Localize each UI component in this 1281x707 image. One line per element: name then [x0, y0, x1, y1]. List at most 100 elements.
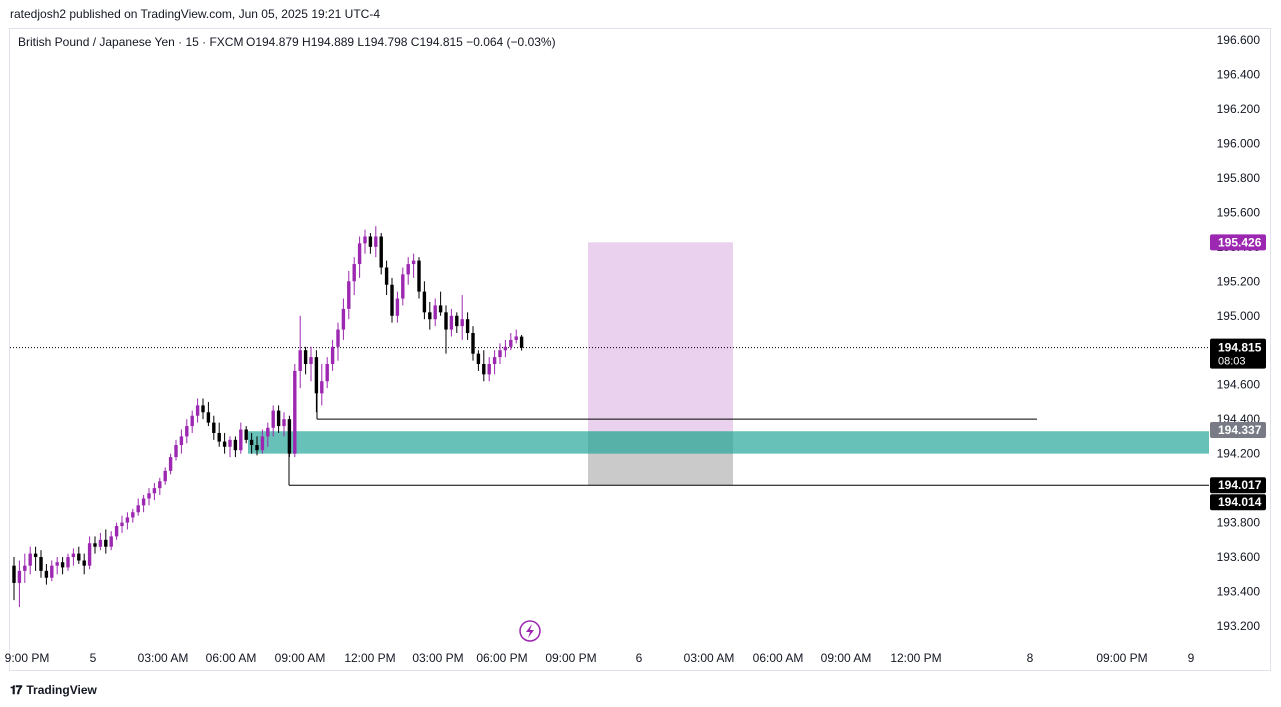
- candle-body: [492, 357, 497, 365]
- candle: [39, 550, 43, 578]
- candle-body: [352, 264, 356, 282]
- price-tick-label: 195.800: [1217, 171, 1261, 185]
- candle: [433, 298, 437, 327]
- candle: [438, 291, 443, 316]
- candle: [336, 322, 340, 361]
- candle-body: [465, 319, 470, 333]
- candle-body: [357, 243, 362, 265]
- candle: [368, 233, 373, 254]
- candle: [287, 415, 292, 458]
- candle: [212, 415, 216, 440]
- candle: [255, 436, 259, 456]
- candle-body: [104, 539, 108, 547]
- candle-body: [109, 536, 113, 547]
- candle: [341, 298, 346, 340]
- candle: [357, 236, 362, 278]
- candle-body: [98, 539, 103, 547]
- candle-body: [509, 339, 513, 347]
- candle-body: [438, 305, 443, 313]
- tag-value: 194.337: [1218, 423, 1262, 437]
- symbol-title: British Pound / Japanese Yen · 15 · FXCM: [18, 35, 243, 49]
- tag-value: 194.014: [1218, 495, 1262, 509]
- candle: [411, 253, 416, 278]
- candle: [498, 343, 502, 365]
- candle: [428, 301, 432, 330]
- price-tick-label: 194.600: [1217, 378, 1261, 392]
- time-tick-label: 09:00 PM: [1096, 651, 1147, 665]
- candle-body: [282, 419, 286, 427]
- time-tick-label: 6: [636, 651, 643, 665]
- candle: [147, 488, 151, 506]
- candle-body: [168, 457, 173, 471]
- candle-body: [325, 364, 329, 382]
- candle: [50, 560, 54, 582]
- candle: [314, 350, 319, 413]
- candle-body: [379, 236, 383, 268]
- time-tick-label: 06:00 AM: [753, 651, 804, 665]
- candle-body: [28, 553, 32, 566]
- tag-value: 195.426: [1218, 235, 1262, 249]
- candle: [309, 346, 313, 382]
- candle-body: [422, 291, 427, 313]
- candle-body: [384, 267, 389, 285]
- candle: [449, 308, 454, 337]
- tag-background: [1210, 338, 1266, 369]
- time-tick-label: 09:00 AM: [821, 651, 872, 665]
- candle-body: [503, 346, 508, 351]
- candle: [131, 508, 135, 523]
- price-tick-label: 196.400: [1217, 67, 1261, 81]
- candle-body: [71, 553, 76, 558]
- level-price-tag-2: 194.014: [1210, 494, 1266, 511]
- candle-body: [455, 315, 459, 327]
- candle-body: [179, 436, 184, 446]
- candle: [271, 405, 275, 437]
- tag-value: 194.017: [1218, 478, 1262, 492]
- candle: [217, 422, 221, 447]
- candle-body: [114, 526, 119, 537]
- candle-body: [487, 364, 491, 375]
- candle: [222, 432, 227, 454]
- candle-body: [298, 350, 302, 371]
- time-tick-label: 9: [1188, 651, 1195, 665]
- candle: [503, 339, 508, 358]
- candle: [141, 495, 146, 513]
- candle-body: [276, 410, 281, 427]
- candle-body: [147, 493, 151, 499]
- price-tick-label: 193.400: [1217, 585, 1261, 599]
- candle-body: [44, 570, 49, 578]
- candle: [330, 339, 335, 371]
- candle: [320, 364, 324, 406]
- candle-body: [395, 298, 400, 316]
- candle: [93, 536, 97, 554]
- candle-body: [449, 315, 454, 330]
- candle: [71, 548, 76, 566]
- candle-body: [239, 429, 243, 451]
- tag-background: [1210, 477, 1266, 494]
- candle-body: [476, 353, 481, 365]
- candle: [239, 422, 243, 454]
- time-tick-label: 03:00 AM: [684, 651, 735, 665]
- time-tick-label: 8: [1027, 651, 1034, 665]
- candle: [482, 350, 486, 382]
- candle-body: [131, 512, 135, 518]
- lightning-icon[interactable]: [519, 620, 541, 642]
- candle-body: [50, 565, 54, 578]
- candle-body: [12, 565, 16, 583]
- candle-body: [244, 429, 248, 440]
- candle: [509, 333, 513, 351]
- candle: [228, 436, 232, 458]
- candle-body: [341, 308, 346, 330]
- tag-background: [1210, 494, 1266, 511]
- candle: [55, 557, 59, 575]
- publisher-header: ratedjosh2 published on TradingView.com,…: [10, 7, 381, 21]
- candle-body: [206, 412, 211, 423]
- time-tick-label: 09:00 PM: [545, 651, 596, 665]
- candle-body: [266, 427, 270, 437]
- candle: [174, 439, 178, 461]
- candle: [233, 436, 238, 458]
- candle: [303, 346, 308, 375]
- candle-body: [212, 422, 216, 433]
- candle: [87, 536, 92, 570]
